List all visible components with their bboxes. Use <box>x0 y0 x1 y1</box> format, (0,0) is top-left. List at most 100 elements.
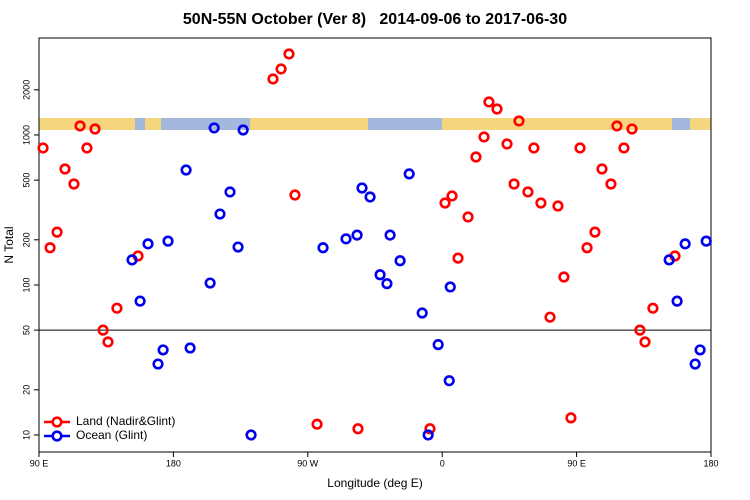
point <box>558 271 570 283</box>
y-axis-label: N Total <box>2 226 16 263</box>
point <box>443 375 455 387</box>
point <box>432 339 444 351</box>
point <box>340 233 352 245</box>
point <box>470 151 482 163</box>
point <box>422 429 434 441</box>
point <box>157 344 169 356</box>
point <box>134 295 146 307</box>
point <box>501 138 513 150</box>
point <box>581 242 593 254</box>
point <box>647 302 659 314</box>
y-tick-label: 2000 <box>21 80 31 100</box>
point <box>626 123 638 135</box>
point <box>544 311 556 323</box>
point <box>37 142 49 154</box>
y-tick-label: 200 <box>21 232 31 247</box>
point <box>374 269 386 281</box>
point <box>111 302 123 314</box>
y-tick-label: 50 <box>21 325 31 335</box>
point <box>384 229 396 241</box>
point <box>611 120 623 132</box>
point <box>311 418 323 430</box>
point <box>394 255 406 267</box>
point <box>671 295 683 307</box>
point <box>596 163 608 175</box>
point <box>513 115 525 127</box>
point <box>267 73 279 85</box>
point <box>679 238 691 250</box>
point <box>491 103 503 115</box>
x-tick-label: 180 <box>703 458 718 468</box>
point <box>483 96 495 108</box>
point <box>439 197 451 209</box>
point <box>552 200 564 212</box>
point <box>237 124 249 136</box>
point <box>403 168 415 180</box>
plot-frame <box>38 37 712 453</box>
point <box>452 252 464 264</box>
point <box>275 63 287 75</box>
point <box>462 211 474 223</box>
point <box>68 178 80 190</box>
y-tick-label: 10 <box>21 430 31 440</box>
point <box>508 178 520 190</box>
legend-marker <box>51 416 63 428</box>
point <box>180 164 192 176</box>
chart-title: 50N-55N October (Ver 8) 2014-09-06 to 20… <box>183 11 567 28</box>
legend-label: Ocean (Glint) <box>76 428 147 442</box>
point <box>689 358 701 370</box>
point <box>663 254 675 266</box>
point <box>44 242 56 254</box>
point <box>618 142 630 154</box>
point <box>289 189 301 201</box>
point <box>245 429 257 441</box>
x-tick-label: 180 <box>166 458 181 468</box>
point <box>51 226 63 238</box>
point <box>81 142 93 154</box>
point <box>352 423 364 435</box>
point <box>446 190 458 202</box>
x-tick-label: 90 E <box>567 458 586 468</box>
point <box>214 208 226 220</box>
point <box>694 344 706 356</box>
point <box>522 186 534 198</box>
point <box>162 235 174 247</box>
point <box>565 412 577 424</box>
point <box>59 163 71 175</box>
point <box>152 358 164 370</box>
point <box>535 197 547 209</box>
point <box>97 324 109 336</box>
point <box>634 324 646 336</box>
point <box>700 235 712 247</box>
point <box>232 241 244 253</box>
point <box>605 178 617 190</box>
point <box>444 281 456 293</box>
y-tick-label: 20 <box>21 385 31 395</box>
point <box>574 142 586 154</box>
point <box>184 342 196 354</box>
point <box>356 182 368 194</box>
point <box>224 186 236 198</box>
point <box>126 254 138 266</box>
point <box>416 307 428 319</box>
point <box>208 122 220 134</box>
point <box>204 277 216 289</box>
legend-label: Land (Nadir&Glint) <box>76 414 175 428</box>
point <box>381 278 393 290</box>
point <box>351 229 363 241</box>
point <box>102 336 114 348</box>
y-tick-label: 100 <box>21 277 31 292</box>
point <box>142 238 154 250</box>
land-ocean-strip <box>39 118 711 130</box>
point <box>283 48 295 60</box>
point <box>364 191 376 203</box>
point <box>478 131 490 143</box>
x-tick-label: 90 W <box>297 458 319 468</box>
legend-marker <box>51 430 63 442</box>
x-tick-label: 0 <box>440 458 445 468</box>
x-tick-label: 90 E <box>30 458 49 468</box>
x-axis-label: Longitude (deg E) <box>327 476 422 490</box>
point <box>528 142 540 154</box>
point <box>74 120 86 132</box>
